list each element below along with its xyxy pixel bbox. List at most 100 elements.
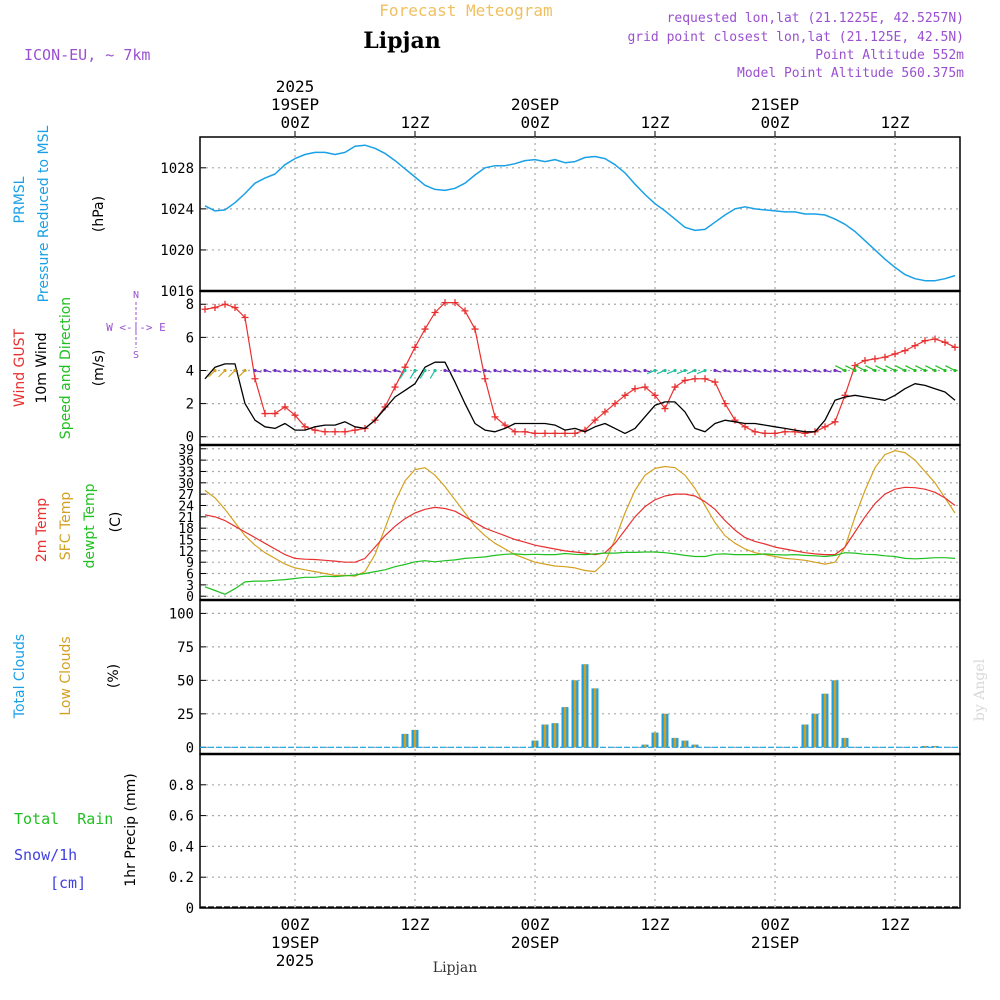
requested-coords: requested lon,lat (21.1225E, 42.5257N) xyxy=(667,11,964,26)
gust-marker xyxy=(201,305,209,313)
wind-direction-arrow xyxy=(835,365,846,372)
temp2m-line xyxy=(204,486,956,563)
gust-marker xyxy=(391,383,399,391)
gust-marker xyxy=(311,426,319,434)
gust-marker xyxy=(771,429,779,437)
wind-dir-label: Speed and Direction xyxy=(58,297,74,439)
wind-direction-arrow xyxy=(935,365,946,372)
low-cloud-bar xyxy=(673,737,677,748)
gust-marker xyxy=(931,335,939,343)
top-axis-date: 21SEP xyxy=(751,95,799,114)
product-title: Forecast Meteogram xyxy=(379,1,552,20)
gust-marker xyxy=(611,400,619,408)
top-axis-hour: 00Z xyxy=(281,113,310,132)
compass-north: N xyxy=(133,290,139,301)
top-axis-year: 2025 xyxy=(276,77,315,96)
low-cloud-bar xyxy=(843,737,847,748)
gust-marker xyxy=(211,304,219,312)
temp-dew-label: dewpt Temp xyxy=(82,483,98,568)
temp-2m-label: 2m Temp xyxy=(34,498,50,562)
gust-marker xyxy=(691,375,699,383)
gust-marker xyxy=(511,428,519,436)
temp-sfc-label: SFC Temp xyxy=(58,492,74,561)
gust-line xyxy=(204,302,956,434)
gust-marker xyxy=(271,410,279,418)
gust-marker xyxy=(471,325,479,333)
gust-marker xyxy=(641,383,649,391)
precip-panel-frame xyxy=(199,753,961,909)
y-tick-labels: 1016102010241028024680369121518212427303… xyxy=(160,161,194,917)
temp-y-tick-label: 3 xyxy=(186,579,194,594)
wind-y-tick-label: 6 xyxy=(186,330,194,346)
wind-direction-arrow xyxy=(845,365,856,372)
gust-marker xyxy=(871,355,879,363)
wind-gust-label: Wind GUST xyxy=(12,328,28,407)
bottom-axis-hour: 12Z xyxy=(401,915,430,934)
temp-y-tick-label: 12 xyxy=(178,545,194,560)
clouds-y-tick-label: 25 xyxy=(177,707,194,723)
gust-marker xyxy=(601,408,609,416)
dewpt-line xyxy=(204,551,956,595)
gust-marker xyxy=(561,429,569,437)
precip-rain-label: Total Rain xyxy=(14,810,113,828)
gust-marker xyxy=(671,383,679,391)
low-cloud-bar xyxy=(933,745,937,748)
gust-marker xyxy=(321,428,329,436)
footer-location: Lipjan xyxy=(433,960,477,976)
gust-marker xyxy=(831,418,839,426)
low-cloud-bar xyxy=(533,740,537,748)
gust-marker xyxy=(531,429,539,437)
precip-y-tick-label: 0.2 xyxy=(169,870,194,886)
watermark: by Angel xyxy=(972,658,988,721)
low-cloud-bar xyxy=(403,733,407,748)
low-cloud-bar xyxy=(543,724,547,748)
temp-y-tick-label: 24 xyxy=(178,499,194,514)
series-layer xyxy=(200,144,960,908)
gust-marker xyxy=(911,342,919,350)
gust-marker xyxy=(661,405,669,413)
clouds-low-label: Low Clouds xyxy=(58,636,74,715)
gust-marker xyxy=(681,376,689,384)
wind-panel-frame xyxy=(199,290,961,446)
pressure-desc-label: Pressure Reduced to MSL xyxy=(36,125,52,302)
temp-y-tick-label: 30 xyxy=(178,477,194,492)
low-cloud-bar xyxy=(593,688,597,748)
wind-direction-arrow xyxy=(945,365,956,372)
low-cloud-bar xyxy=(573,680,577,748)
precip-cm-label: [cm] xyxy=(50,874,86,892)
gust-marker xyxy=(591,416,599,424)
temp-y-tick-label: 33 xyxy=(178,465,194,480)
precip-y-tick-label: 0.4 xyxy=(169,839,194,855)
top-axis-hour: 12Z xyxy=(881,113,910,132)
gust-marker xyxy=(861,357,869,365)
gust-marker xyxy=(461,307,469,315)
bottom-axis-hour: 12Z xyxy=(881,915,910,934)
wind-direction-arrow xyxy=(855,365,866,372)
bottom-axis-hour: 00Z xyxy=(761,915,790,934)
temp-y-tick-label: 0 xyxy=(186,590,194,605)
temp-y-tick-label: 39 xyxy=(178,443,194,458)
sfc-temp-line xyxy=(204,450,956,577)
wind10m-line xyxy=(204,361,956,435)
gust-marker xyxy=(331,428,339,436)
precip-y-tick-label: 0.6 xyxy=(169,809,194,825)
gust-marker xyxy=(781,428,789,436)
gust-marker xyxy=(411,343,419,351)
low-cloud-bar xyxy=(823,693,827,748)
gust-marker xyxy=(551,429,559,437)
point-altitude: Point Altitude 552m xyxy=(815,48,964,63)
precip-y-tick-label: 0 xyxy=(186,901,194,917)
low-cloud-bar xyxy=(413,729,417,748)
low-cloud-bar xyxy=(923,745,927,748)
wind-y-tick-label: 8 xyxy=(186,297,194,313)
pressure-var-label: PRMSL xyxy=(12,176,28,223)
gust-marker xyxy=(571,429,579,437)
gust-marker xyxy=(761,429,769,437)
pressure-y-tick-label: 1024 xyxy=(160,202,194,218)
model-altitude: Model Point Altitude 560.375m xyxy=(737,66,964,81)
temp-y-tick-label: 21 xyxy=(178,511,194,526)
bottom-axis-date: 19SEP xyxy=(271,933,319,952)
low-cloud-bar xyxy=(813,713,817,748)
temp-y-tick-label: 9 xyxy=(186,556,194,571)
